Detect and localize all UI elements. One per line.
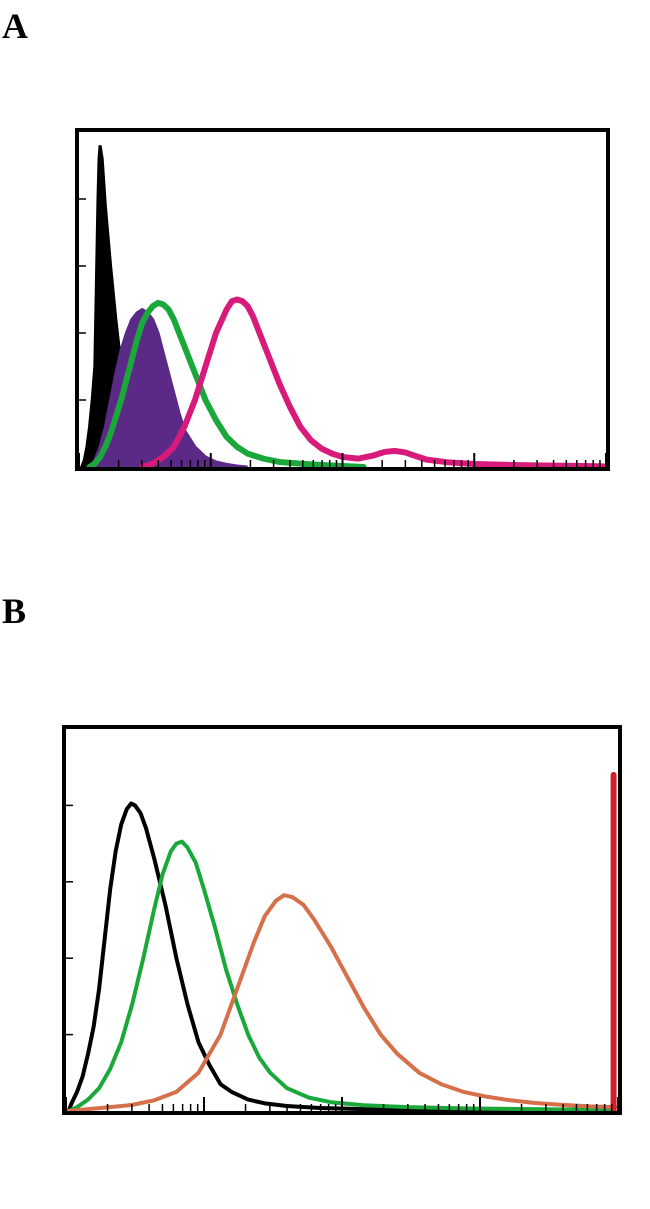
panel-a-label: A (2, 5, 28, 47)
panel-b-chart (62, 725, 622, 1115)
panel-b-label: B (2, 590, 26, 632)
chart-svg (62, 725, 622, 1115)
panel-a-chart (75, 128, 610, 471)
chart-svg (75, 128, 610, 471)
page-root: { "panelA": { "label": "A", "label_pos":… (0, 0, 650, 1209)
